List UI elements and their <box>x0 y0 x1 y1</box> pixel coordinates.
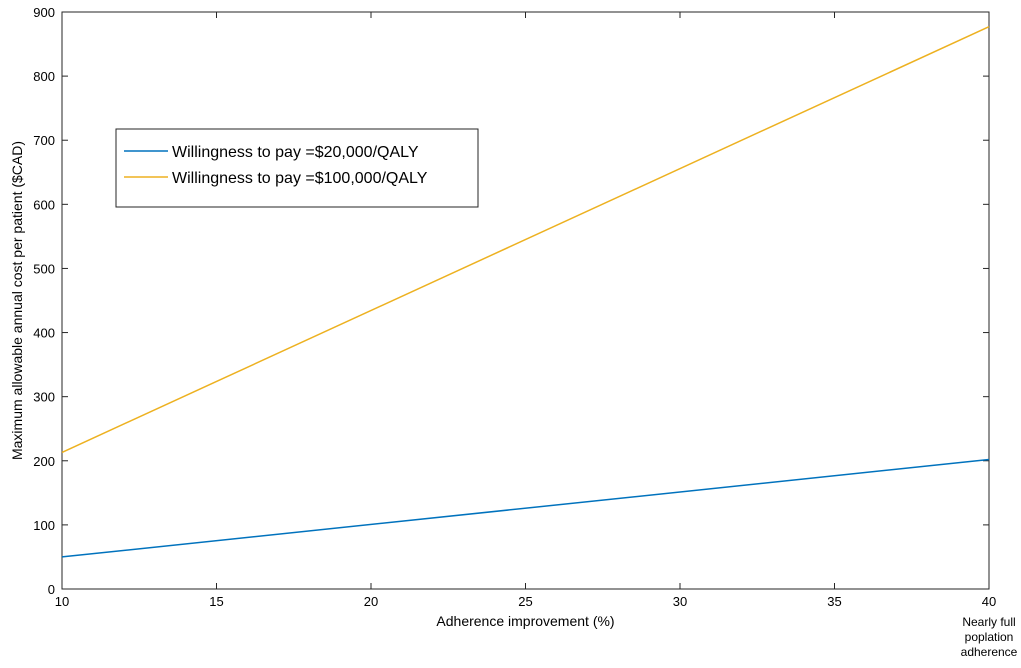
plot-frame <box>61 11 990 590</box>
x-tick-label: 30 <box>673 594 687 609</box>
y-tick-label: 200 <box>33 454 55 469</box>
y-tick-label: 600 <box>33 197 55 212</box>
x-axis-label: Adherence improvement (%) <box>436 613 614 629</box>
legend-box <box>115 128 479 208</box>
y-tick-label: 100 <box>33 518 55 533</box>
y-tick-label: 300 <box>33 390 55 405</box>
y-tick-label: 400 <box>33 326 55 341</box>
x-axis-end-note-line-3: adherence <box>961 645 1018 659</box>
x-tick-label: 35 <box>827 594 841 609</box>
series-line-1 <box>61 458 990 558</box>
x-tick-label: 15 <box>209 594 223 609</box>
legend-entry-label-2: Willingness to pay =$100,000/QALY <box>172 170 428 187</box>
y-axis-label: Maximum allowable annual cost per patien… <box>9 141 25 460</box>
x-axis-end-note-line-2: poplation <box>965 630 1014 644</box>
legend-entry-label-1: Willingness to pay =$20,000/QALY <box>172 144 419 161</box>
y-tick-label: 800 <box>33 69 55 84</box>
x-tick-label: 10 <box>55 594 69 609</box>
x-tick-label: 25 <box>518 594 532 609</box>
x-tick-label: 40 <box>982 594 996 609</box>
series-line-2 <box>61 26 990 454</box>
y-tick-label: 700 <box>33 133 55 148</box>
series-layer <box>61 26 990 558</box>
x-axis-ticks: 10 15 20 25 30 35 40 <box>55 12 996 609</box>
x-tick-label: 20 <box>364 594 378 609</box>
y-tick-label: 0 <box>48 582 55 597</box>
legend: Willingness to pay =$20,000/QALY Willingn… <box>115 128 479 208</box>
x-axis-end-note-line-1: Nearly full <box>962 615 1015 629</box>
x-axis-end-note: Nearly full poplation adherence <box>961 615 1018 659</box>
y-axis-ticks: 0 100 200 300 400 500 600 700 800 900 <box>33 5 989 597</box>
y-tick-label: 900 <box>33 5 55 20</box>
y-tick-label: 500 <box>33 261 55 276</box>
plot-area-border <box>61 11 990 590</box>
